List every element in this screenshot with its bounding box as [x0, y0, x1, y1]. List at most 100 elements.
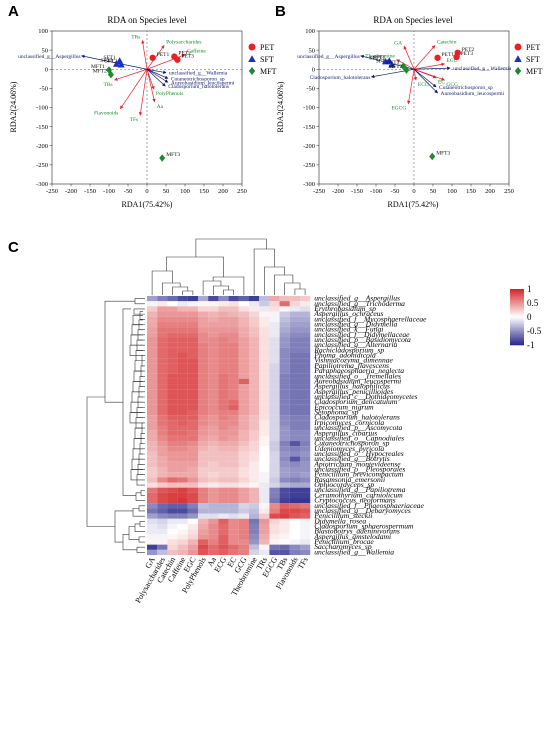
- heatmap-cell: [157, 549, 168, 556]
- panel-b-legend-label: SFT: [526, 55, 540, 64]
- heatmap-cell: [157, 487, 168, 493]
- heatmap-cell: [157, 301, 168, 307]
- heatmap-cell: [208, 321, 219, 328]
- heatmap-cell: [177, 347, 188, 354]
- heatmap-cell: [177, 373, 188, 379]
- heatmap-cell: [208, 482, 219, 488]
- heatmap-cell: [249, 358, 260, 364]
- heatmap-cell: [147, 389, 158, 395]
- heatmap-row-label: Aspergillus_cibarius: [313, 428, 377, 437]
- heatmap-cell: [269, 332, 280, 338]
- panel-b-vector-label: GA: [394, 40, 402, 46]
- heatmap-cell: [259, 373, 270, 379]
- heatmap-cell: [208, 430, 219, 436]
- panel-a-x-tick-label: -200: [65, 188, 77, 195]
- heatmap-cell: [238, 337, 250, 343]
- heatmap-cell: [218, 409, 229, 416]
- heatmap-cell: [177, 451, 188, 457]
- heatmap-cell: [218, 347, 229, 354]
- heatmap-cell: [228, 347, 239, 354]
- heatmap-cell: [187, 347, 199, 354]
- column-dendrogram-link: [213, 285, 229, 295]
- heatmap-cell: [289, 446, 301, 452]
- heatmap-cell: [177, 327, 188, 333]
- panel-a-xlabel: RDA1(75.42%): [122, 200, 173, 209]
- colorbar-segment: [510, 333, 524, 336]
- panel-b-y-tick-label: -50: [306, 86, 315, 93]
- heatmap-cell: [187, 296, 199, 302]
- heatmap-row-label: unclassified_o__Tremellales: [314, 371, 401, 380]
- heatmap-row-label: unclassified_g__Alternaria: [314, 340, 397, 349]
- heatmap-cell: [259, 466, 270, 473]
- heatmap-cell: [218, 306, 229, 312]
- heatmap-cell: [187, 492, 199, 499]
- heatmap-cell: [147, 425, 158, 431]
- heatmap-cell: [157, 358, 168, 364]
- heatmap-cell: [259, 347, 270, 354]
- panel-b-x-tick-label: 150: [466, 188, 476, 195]
- heatmap-cell: [218, 327, 229, 333]
- heatmap-cell: [177, 539, 188, 545]
- panel-a-x-tick-label: 0: [145, 188, 148, 195]
- heatmap-cell: [269, 456, 280, 462]
- heatmap-cell: [249, 518, 260, 524]
- panel-a-point-label: SFT1: [103, 55, 115, 61]
- colorbar-segment: [510, 315, 524, 318]
- heatmap-cell: [157, 430, 168, 436]
- heatmap-cell: [238, 544, 250, 550]
- heatmap-cell: [300, 487, 311, 493]
- heatmap-row-label: Irpicomyces_cornicola: [313, 418, 384, 427]
- panel-a-vector-label: Aa: [157, 104, 164, 110]
- heatmap-row-label: unclassified_c__Dothideomycetes: [314, 392, 417, 401]
- heatmap-cell: [249, 296, 260, 302]
- heatmap-cell: [208, 539, 219, 545]
- panel-b-point-label: SFT2: [376, 59, 388, 65]
- heatmap-cell: [259, 529, 270, 535]
- heatmap-cell: [289, 378, 301, 385]
- colorbar-segment: [510, 307, 524, 309]
- row-dendrogram: [86, 298, 145, 553]
- heatmap-cell: [208, 441, 219, 447]
- heatmap-cell: [187, 399, 199, 405]
- heatmap-row-label: Penicillium_brevicompactum: [313, 470, 404, 479]
- heatmap-cell: [289, 472, 301, 478]
- heatmap-cell: [238, 358, 250, 364]
- heatmap-cell: [300, 316, 311, 322]
- colorbar-segment: [510, 296, 524, 298]
- panel-b-point-mft: [403, 66, 410, 74]
- heatmap-cell: [198, 508, 209, 514]
- heatmap-cell: [187, 466, 199, 473]
- heatmap-cell: [187, 487, 199, 493]
- heatmap-cell: [238, 404, 250, 411]
- heatmap-cell: [259, 461, 270, 467]
- heatmap-cell: [228, 327, 239, 333]
- heatmap-cell: [238, 435, 250, 442]
- heatmap-cell: [218, 352, 229, 359]
- heatmap-cell: [147, 539, 158, 545]
- heatmap-cell: [289, 435, 301, 442]
- heatmap-cell: [218, 523, 229, 530]
- heatmap-cell: [249, 498, 260, 504]
- heatmap-cell: [208, 352, 219, 359]
- heatmap-cells: [147, 296, 311, 556]
- panel-a-point-label: MFT1: [91, 64, 105, 70]
- heatmap-cell: [187, 409, 199, 416]
- heatmap-cell: [167, 482, 178, 488]
- heatmap-row-label: unclassified_g__Papiliotrema: [314, 485, 405, 494]
- heatmap-cell: [177, 466, 188, 473]
- heatmap-cell: [300, 549, 311, 556]
- panel-b-legend-label: PET: [526, 43, 540, 52]
- heatmap-cell: [198, 415, 209, 421]
- heatmap-cell: [167, 477, 178, 483]
- row-dendrogram-link: [104, 300, 135, 403]
- heatmap-cell: [300, 539, 311, 545]
- heatmap-cell: [289, 420, 301, 426]
- heatmap-cell: [218, 373, 229, 379]
- panel-a-vector-label: Flavonoids: [94, 111, 118, 117]
- heatmap-cell: [208, 477, 219, 483]
- heatmap-cell: [147, 378, 158, 385]
- heatmap-cell: [269, 306, 280, 312]
- panel-a-y-tick-label: 50: [42, 47, 49, 54]
- heatmap-cell: [167, 425, 178, 431]
- heatmap-cell: [167, 415, 178, 421]
